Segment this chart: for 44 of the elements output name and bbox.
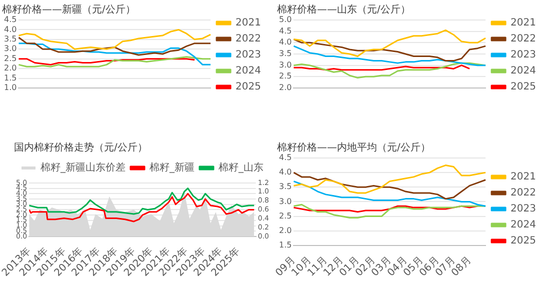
legend-label: 2022	[510, 34, 536, 45]
legend-label: 2021	[510, 18, 536, 29]
y-tick-label: 1.0	[4, 83, 17, 92]
chart-title: 棉籽价格——内地平均（元/公斤）	[277, 142, 430, 154]
chart-title: 国内棉籽价格走势（元/公斤）	[14, 142, 148, 154]
y-tick-label: 1.5	[4, 73, 17, 82]
legend-label: 2023	[510, 50, 536, 61]
legend-label: 2024	[236, 66, 262, 77]
y-tick-label: 1.5	[278, 240, 292, 250]
chart-title: 棉籽价格——新疆（元/公斤）	[2, 4, 136, 16]
legend-label: 2023	[510, 204, 536, 215]
legend-label: 2021	[236, 18, 262, 29]
y-tick-label: 2.5	[278, 211, 292, 220]
y-tick-label: 3.5	[278, 49, 292, 58]
y-tick-label: 4.5	[4, 15, 17, 24]
y-tick-label: 3.0	[4, 44, 17, 54]
y-tick-label: 4.5	[278, 153, 292, 162]
legend-label: 2022	[236, 34, 262, 45]
legend-label: 2024	[510, 220, 536, 231]
y-tick-label: 3.5	[4, 34, 17, 44]
y-tick-label: 2.0	[278, 83, 292, 92]
legend-label: 棉籽_新疆山东价差	[40, 162, 126, 174]
legend-label: 2021	[510, 172, 536, 183]
legend-label: 2024	[510, 66, 536, 77]
y-tick-label: 2.5	[4, 54, 17, 63]
legend-label: 2023	[236, 50, 262, 61]
y-tick-label: 5.0	[278, 15, 292, 24]
legend-label: 2025	[236, 82, 262, 93]
y-tick-label: 3.0	[278, 196, 292, 206]
y-tick-label: 2.0	[278, 226, 292, 235]
y-tick-label: 4.0	[4, 24, 17, 34]
y-tick-label: 3.0	[278, 60, 292, 70]
y-tick-label: 4.0	[278, 168, 292, 177]
legend-label: 棉籽_山东	[218, 162, 264, 174]
chart-title: 棉籽价格——山东（元/公斤）	[277, 4, 410, 16]
legend-label: 2025	[510, 82, 536, 93]
y-tick-label: 4.5	[278, 26, 292, 36]
legend-label: 2025	[510, 236, 536, 247]
y-tick-label: 2.0	[4, 64, 17, 73]
legend-label: 2022	[510, 188, 536, 199]
y-tick-label: 4.0	[278, 38, 292, 47]
y-tick-label: 2.5	[278, 72, 292, 81]
legend-label: 棉籽_新疆	[150, 162, 194, 174]
y-tick-label: 3.5	[278, 182, 292, 192]
